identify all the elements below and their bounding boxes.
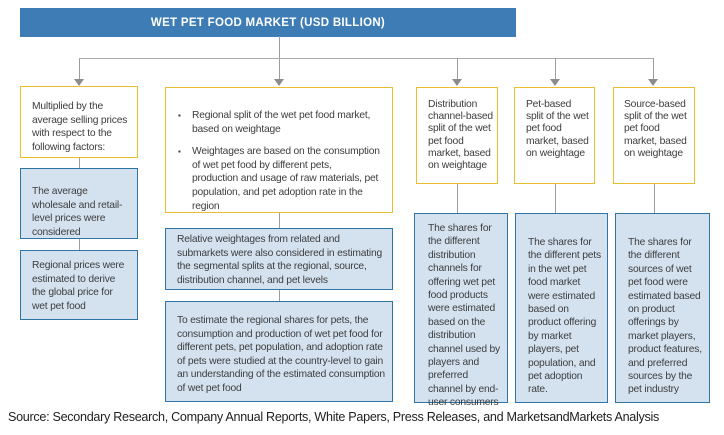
diagram-title-bar: WET PET FOOD MARKET (USD BILLION) (20, 8, 516, 37)
arrow-down-icon (452, 79, 462, 86)
bullet-icon: ▪ (178, 111, 181, 120)
distribution-shares-text: The shares for the different distributio… (428, 223, 500, 409)
arrow-down-icon (550, 79, 560, 86)
wholesale-retail-text: The average wholesale and retail-level p… (32, 186, 123, 238)
relative-weightages-text: Relative weightages from related and sub… (177, 234, 383, 286)
connector-col3 (457, 58, 458, 80)
source-note: Source: Secondary Research, Company Annu… (8, 410, 659, 424)
relative-weightages-box: Relative weightages from related and sub… (165, 228, 393, 290)
arrow-down-icon (274, 79, 284, 86)
pet-shares-box: The shares for the different pets in the… (515, 213, 608, 403)
connector-col5-a (654, 184, 655, 213)
connector-col2-b (279, 290, 280, 301)
arrow-down-icon (648, 79, 658, 86)
regional-shares-text: To estimate the regional shares for pets… (177, 315, 385, 394)
connector-col1 (79, 58, 80, 80)
pet-split-box: Pet-based split of the wet pet food mark… (514, 87, 595, 184)
pet-split-text: Pet-based split of the wet pet food mark… (526, 99, 589, 159)
distribution-shares-box: The shares for the different distributio… (414, 213, 508, 408)
regional-prices-text: Regional prices were estimated to derive… (32, 260, 125, 312)
regional-shares-box: To estimate the regional shares for pets… (165, 301, 393, 402)
pricing-method-box: Multiplied by the average selling prices… (20, 86, 138, 158)
bullet-item: ▪ Weightages are based on the consumptio… (178, 145, 380, 213)
arrow-down-icon (74, 79, 84, 86)
bullet-item: ▪ Regional split of the wet pet food mar… (178, 109, 380, 136)
source-shares-box: The shares for the different sources of … (615, 213, 710, 403)
regional-split-box: ▪ Regional split of the wet pet food mar… (165, 87, 393, 213)
diagram-title: WET PET FOOD MARKET (USD BILLION) (150, 16, 386, 29)
source-split-text: Source-based split of the wet pet food m… (624, 99, 687, 159)
connector-col5 (653, 58, 654, 80)
connector-col1-a (79, 158, 80, 168)
connector-col4 (555, 58, 556, 80)
connector-col4-a (555, 184, 556, 213)
distribution-split-text: Distribution channel-based split of the … (428, 99, 493, 172)
regional-prices-box: Regional prices were estimated to derive… (20, 250, 138, 320)
source-shares-text: The shares for the different sources of … (628, 237, 702, 396)
connector-horizontal (79, 58, 653, 59)
wholesale-retail-box: The average wholesale and retail-level p… (20, 168, 138, 239)
bullet-text: Regional split of the wet pet food marke… (192, 110, 371, 135)
source-split-box: Source-based split of the wet pet food m… (613, 87, 695, 184)
distribution-split-box: Distribution channel-based split of the … (416, 87, 498, 184)
connector-col2-a (279, 213, 280, 228)
pricing-method-text: Multiplied by the average selling prices… (32, 101, 128, 153)
bullet-text: Weightages are based on the consumption … (192, 146, 380, 212)
bullet-icon: ▪ (178, 147, 181, 157)
connector-col3-a (457, 184, 458, 213)
pet-shares-text: The shares for the different pets in the… (528, 237, 601, 396)
connector-col1-b (79, 239, 80, 250)
